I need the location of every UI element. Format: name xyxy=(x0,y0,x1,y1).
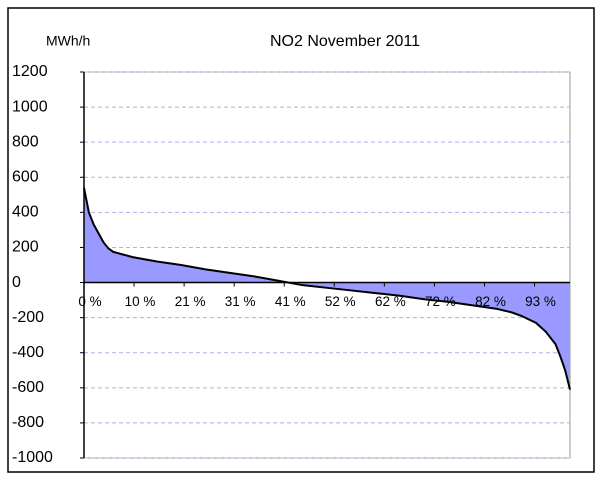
chart-title: NO2 November 2011 xyxy=(270,33,420,50)
x-tick-label: 93 % xyxy=(525,294,556,309)
y-tick-label: -600 xyxy=(12,379,44,396)
x-tick-label: 72 % xyxy=(425,294,456,309)
y-tick-label: -1000 xyxy=(12,449,53,466)
y-tick-label: -800 xyxy=(12,414,44,431)
chart-border xyxy=(7,7,595,473)
y-tick-label: 800 xyxy=(12,133,39,150)
x-tick-label: 0 % xyxy=(78,294,101,309)
y-tick-label: 200 xyxy=(12,239,39,256)
y-tick-label: 400 xyxy=(12,204,39,221)
x-tick-label: 41 % xyxy=(275,294,306,309)
y-tick-label: 600 xyxy=(12,168,39,185)
y-axis-label: MWh/h xyxy=(46,33,90,49)
x-tick-label: 21 % xyxy=(175,294,206,309)
x-tick-label: 62 % xyxy=(375,294,406,309)
x-tick-label: 31 % xyxy=(225,294,256,309)
y-tick-label: 1000 xyxy=(12,98,48,115)
x-tick-label: 52 % xyxy=(325,294,356,309)
y-tick-label: -200 xyxy=(12,309,44,326)
x-tick-label: 82 % xyxy=(475,294,506,309)
line xyxy=(83,187,571,390)
y-tick-label: 0 xyxy=(12,274,21,291)
x-tick-label: 10 % xyxy=(125,294,156,309)
area xyxy=(84,187,570,390)
y-tick-label: 1200 xyxy=(12,63,48,80)
y-tick-label: -400 xyxy=(12,344,44,361)
